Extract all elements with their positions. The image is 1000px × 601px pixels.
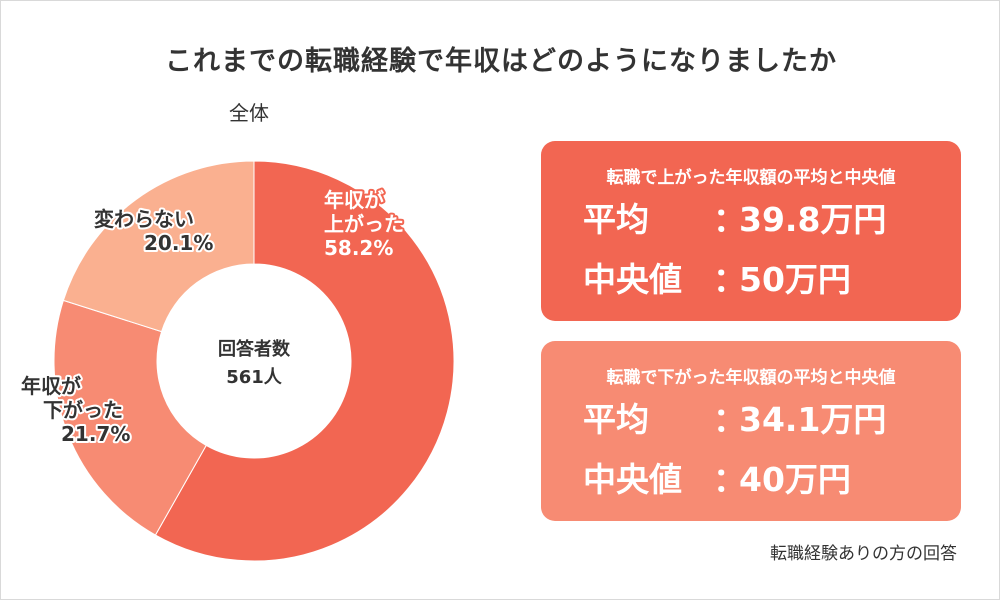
- slice-label-2-line-0: 変わらない: [94, 207, 194, 231]
- slice-label-0-line-0: 年収が: [324, 188, 384, 212]
- slice-label-1-line-1: 下がった: [43, 398, 123, 422]
- salary-down-median-row: 中央値 ：40万円: [583, 453, 851, 501]
- salary-down-median-label: 中央値: [583, 460, 682, 499]
- salary-up-average-row: 平均 ：39.8万円: [583, 193, 886, 241]
- footnote: 転職経験ありの方の回答: [770, 544, 957, 564]
- donut-chart: 年収が上がった58.2%年収が下がった21.7%変わらない20.1%回答者数56…: [19, 160, 455, 562]
- center-label-count: 561人: [226, 367, 283, 388]
- salary-down-median-value: 40万円: [739, 460, 851, 499]
- salary-up-heading: 転職で上がった年収額の平均と中央値: [606, 168, 896, 188]
- salary-down-heading: 転職で下がった年収額の平均と中央値: [606, 368, 896, 388]
- slice-label-1-line-0: 年収が: [21, 374, 81, 398]
- salary-down-average-label: 平均: [583, 400, 649, 439]
- salary-up-median-value: 50万円: [739, 260, 851, 299]
- salary-down-card: 転職で下がった年収額の平均と中央値 平均 ：34.1万円 中央値 ：40万円: [541, 341, 961, 521]
- salary-up-median-separator: ：: [713, 260, 746, 299]
- donut-slice-0: [154, 160, 455, 562]
- salary-down-average-separator: ：: [713, 400, 746, 439]
- chart-subtitle: 全体: [229, 101, 269, 125]
- slice-label-2-line-1: 20.1%: [144, 231, 213, 255]
- salary-down-median-separator: ：: [713, 460, 746, 499]
- chart-title: これまでの転職経験で年収はどのようになりましたか: [165, 46, 837, 77]
- salary-up-card: 転職で上がった年収額の平均と中央値 平均 ：39.8万円 中央値 ：50万円: [541, 141, 961, 321]
- donut-slice-2: [62, 160, 255, 333]
- salary-up-average-label: 平均: [583, 200, 649, 239]
- salary-down-average-value: 34.1万円: [739, 400, 887, 439]
- center-label-title: 回答者数: [218, 338, 291, 360]
- slice-label-0-line-2: 58.2%: [324, 236, 393, 260]
- salary-up-average-value: 39.8万円: [739, 200, 887, 239]
- salary-up-average-separator: ：: [713, 200, 746, 239]
- salary-down-average-row: 平均 ：34.1万円: [583, 393, 886, 441]
- slice-label-1-line-2: 21.7%: [61, 422, 130, 446]
- donut-slice-1: [53, 299, 207, 536]
- salary-up-median-row: 中央値 ：50万円: [583, 253, 851, 301]
- slice-label-0-line-1: 上がった: [324, 212, 404, 236]
- salary-up-median-label: 中央値: [583, 260, 682, 299]
